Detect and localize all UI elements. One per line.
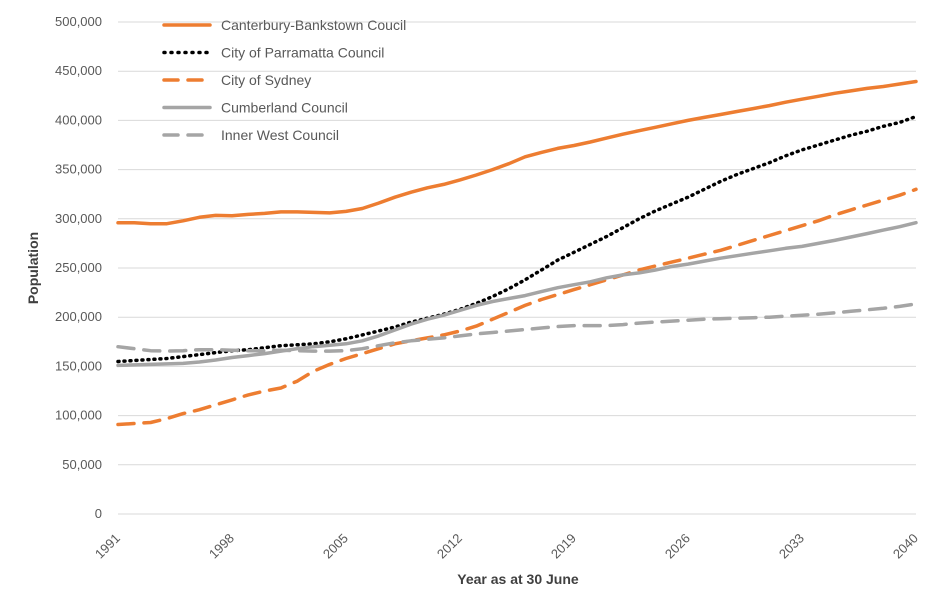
y-axis-title: Population: [25, 232, 41, 304]
x-tick-label: 2040: [890, 530, 921, 561]
legend-label: City of Parramatta Council: [221, 45, 384, 61]
y-tick-label: 0: [95, 506, 102, 521]
series-lines: [116, 79, 918, 427]
x-tick-label: 2026: [662, 530, 693, 561]
series-line-4: [116, 302, 918, 353]
x-tick-label: 1998: [206, 530, 237, 561]
y-axis-ticks: 0 50,000 100,000 150,000 200,000 250,000 300,0…: [55, 14, 102, 521]
series-line-3: [116, 220, 918, 368]
legend-label: Canterbury-Bankstown Coucil: [221, 17, 406, 33]
y-tick-label: 450,000: [55, 63, 102, 78]
x-tick-label: 2005: [320, 530, 351, 561]
legend: Canterbury-Bankstown Coucil City of Parra…: [162, 17, 406, 143]
gridlines: [118, 21, 916, 515]
x-tick-label: 1991: [92, 530, 123, 561]
y-tick-label: 150,000: [55, 358, 102, 373]
y-tick-label: 100,000: [55, 408, 102, 423]
x-tick-label: 2019: [548, 530, 579, 561]
y-tick-label: 400,000: [55, 112, 102, 127]
y-tick-label: 350,000: [55, 162, 102, 177]
y-tick-label: 500,000: [55, 14, 102, 29]
x-axis-title: Year as at 30 June: [457, 571, 579, 587]
y-tick-label: 250,000: [55, 260, 102, 275]
x-tick-label: 2012: [434, 530, 465, 561]
series-line-2: [116, 187, 918, 427]
legend-label: Inner West Council: [221, 127, 339, 143]
y-tick-label: 300,000: [55, 211, 102, 226]
x-axis-ticks: 1991 1998 2005 2012 2019 2026 2033 2040: [92, 530, 921, 561]
legend-label: City of Sydney: [221, 72, 311, 88]
x-tick-label: 2033: [776, 530, 807, 561]
y-tick-label: 200,000: [55, 309, 102, 324]
series-line-1: [116, 114, 918, 364]
series-line-0: [116, 79, 918, 226]
y-tick-label: 50,000: [62, 457, 102, 472]
legend-label: Cumberland Council: [221, 100, 348, 116]
